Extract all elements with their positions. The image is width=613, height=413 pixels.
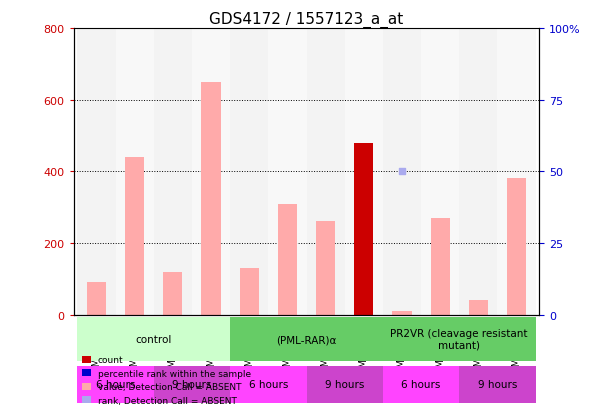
- Legend: count, percentile rank within the sample, value, Detection Call = ABSENT, rank, : count, percentile rank within the sample…: [78, 352, 254, 408]
- Bar: [383, 366, 459, 403]
- Bar: [163, 272, 183, 315]
- Bar: [354, 143, 373, 315]
- Bar: [87, 282, 106, 315]
- Bar: [230, 366, 306, 403]
- Bar: [240, 268, 259, 315]
- Bar: [497, 29, 536, 315]
- Bar: [278, 204, 297, 315]
- Bar: [77, 317, 230, 361]
- Bar: [230, 317, 383, 361]
- Text: (PML-RAR)α: (PML-RAR)α: [276, 335, 337, 344]
- Text: 6 hours: 6 hours: [96, 379, 135, 389]
- Text: 9 hours: 9 hours: [172, 379, 211, 389]
- Bar: [469, 301, 488, 315]
- Bar: [345, 29, 383, 315]
- Bar: [507, 179, 526, 315]
- Text: 9 hours: 9 hours: [325, 379, 364, 389]
- Bar: [306, 366, 383, 403]
- Bar: [430, 218, 450, 315]
- Bar: [383, 29, 421, 315]
- Bar: [202, 83, 221, 315]
- Bar: [459, 366, 536, 403]
- Text: control: control: [135, 335, 172, 344]
- Bar: [383, 317, 536, 361]
- Text: PR2VR (cleavage resistant
mutant): PR2VR (cleavage resistant mutant): [390, 329, 528, 350]
- Bar: [421, 29, 459, 315]
- Bar: [306, 29, 345, 315]
- Text: 6 hours: 6 hours: [402, 379, 441, 389]
- Bar: [77, 366, 154, 403]
- Bar: [230, 29, 268, 315]
- Bar: [392, 311, 411, 315]
- Text: 6 hours: 6 hours: [249, 379, 288, 389]
- Point: [397, 169, 407, 175]
- Bar: [77, 29, 116, 315]
- Bar: [154, 366, 230, 403]
- Bar: [154, 29, 192, 315]
- Bar: [459, 29, 497, 315]
- Text: 9 hours: 9 hours: [478, 379, 517, 389]
- Bar: [192, 29, 230, 315]
- Bar: [116, 29, 154, 315]
- Title: GDS4172 / 1557123_a_at: GDS4172 / 1557123_a_at: [210, 12, 403, 28]
- Bar: [316, 222, 335, 315]
- Bar: [268, 29, 306, 315]
- Bar: [125, 158, 144, 315]
